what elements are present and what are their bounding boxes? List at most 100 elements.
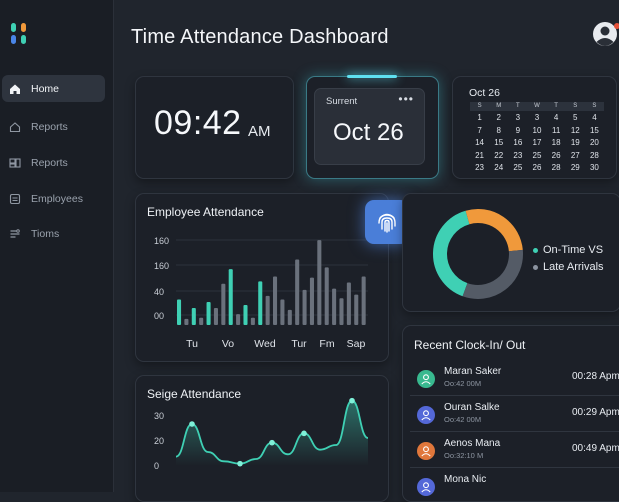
page-title: Time Attendance Dashboard bbox=[131, 26, 389, 48]
legend-label: On-Time VS bbox=[543, 244, 604, 256]
clock-row[interactable]: Ouran Salke Oo:42 00M 00:29 Apm bbox=[415, 402, 619, 428]
attendance-bar bbox=[324, 267, 329, 325]
calendar-day[interactable]: 7 bbox=[477, 125, 482, 135]
attendance-bar bbox=[258, 281, 263, 325]
sidebar-item-home[interactable]: Home bbox=[2, 75, 105, 102]
attendance-bar bbox=[243, 304, 248, 325]
person-avatar-icon bbox=[417, 442, 435, 460]
sidebar-item-label: Reports bbox=[31, 156, 68, 169]
calendar-day[interactable]: 22 bbox=[494, 150, 504, 160]
glow-accent bbox=[347, 75, 397, 78]
calendar-day[interactable]: 26 bbox=[551, 150, 561, 160]
sidebar-item-reports[interactable]: Reports bbox=[2, 113, 105, 140]
employee-attendance-title: Employee Attendance bbox=[147, 205, 264, 219]
clock-row[interactable]: Maran Saker Oo:42 00M 00:28 Apm bbox=[415, 366, 619, 392]
calendar-day[interactable]: 25 bbox=[513, 163, 523, 172]
calendar-day[interactable]: 15 bbox=[589, 125, 599, 135]
attendance-bar bbox=[295, 259, 300, 325]
calendar-day[interactable]: 4 bbox=[553, 113, 559, 122]
calendar-day[interactable]: 10 bbox=[532, 125, 542, 135]
y-tick-label: 0 bbox=[154, 461, 159, 471]
calendar-day[interactable]: 14 bbox=[475, 138, 485, 147]
calendar-day[interactable]: 20 bbox=[589, 138, 599, 147]
calendar-day[interactable]: 21 bbox=[475, 150, 485, 160]
calendar-day[interactable]: 30 bbox=[589, 163, 599, 172]
legend-dot bbox=[533, 264, 538, 270]
calendar-day[interactable]: 23 bbox=[475, 163, 485, 172]
calendar-day[interactable]: 15 bbox=[494, 138, 504, 147]
attendance-bar bbox=[287, 309, 292, 325]
area-fill bbox=[176, 400, 368, 466]
current-date-card: Surrent ••• Oct 26 bbox=[306, 75, 439, 179]
calendar-weekday: T bbox=[508, 102, 528, 111]
calendar-day[interactable]: 2 bbox=[496, 113, 501, 122]
calendar-day[interactable]: 12 bbox=[570, 125, 580, 135]
person-avatar-icon bbox=[417, 370, 435, 388]
sidebar-item-tioms[interactable]: Tioms bbox=[2, 220, 105, 247]
attendance-bar bbox=[191, 308, 196, 325]
area-point bbox=[269, 439, 275, 446]
employee-attendance-chart: 160 160 40 00 Tu Vo Wed Tur Fm Sap bbox=[154, 236, 368, 350]
calendar-weekday: T bbox=[546, 102, 566, 111]
area-point bbox=[189, 421, 195, 427]
sidebar-item-employees[interactable]: Employees bbox=[2, 185, 105, 212]
donut-slice bbox=[465, 209, 523, 252]
attendance-bar bbox=[184, 318, 189, 325]
more-icon[interactable]: ••• bbox=[398, 92, 414, 106]
calendar-day[interactable]: 29 bbox=[570, 163, 580, 172]
calendar-day[interactable]: 3 bbox=[515, 113, 521, 122]
donut-slice bbox=[433, 210, 470, 297]
home-outline-icon bbox=[8, 120, 22, 134]
seige-attendance-card: Seige Attendance 30 20 0 bbox=[135, 375, 389, 502]
seige-attendance-title: Seige Attendance bbox=[147, 387, 242, 401]
calendar-day[interactable]: 8 bbox=[496, 125, 501, 135]
calendar-day[interactable]: 18 bbox=[551, 138, 561, 147]
sidebar-item-label: Tioms bbox=[31, 227, 60, 240]
sidebar: Home Reports Reports Employees Tioms bbox=[0, 0, 114, 492]
calendar-day[interactable]: 17 bbox=[532, 138, 542, 147]
clock-row[interactable]: Mona Nic bbox=[415, 474, 619, 500]
calendar-day[interactable]: 19 bbox=[570, 138, 580, 147]
y-tick-label: 160 bbox=[154, 236, 169, 246]
app-logo-icon bbox=[11, 23, 26, 44]
area-point bbox=[349, 397, 355, 404]
x-tick-label: Tur bbox=[291, 338, 307, 350]
calendar-day[interactable]: 24 bbox=[494, 163, 504, 172]
fingerprint-button[interactable] bbox=[365, 200, 409, 244]
recent-clock-title: Recent Clock-In/ Out bbox=[414, 338, 526, 352]
report-icon bbox=[8, 156, 22, 170]
calendar-day[interactable]: 26 bbox=[532, 163, 542, 172]
current-date-panel: Surrent ••• Oct 26 bbox=[314, 88, 425, 165]
calendar-day[interactable]: 4 bbox=[592, 113, 597, 122]
current-date: Oct 26 bbox=[333, 119, 404, 146]
row-divider bbox=[410, 395, 619, 396]
sidebar-item-label: Reports bbox=[31, 120, 68, 133]
calendar-day[interactable]: 5 bbox=[573, 113, 578, 122]
y-tick-label: 160 bbox=[154, 261, 169, 271]
calendar-day[interactable]: 1 bbox=[477, 113, 482, 122]
attendance-bar bbox=[206, 301, 211, 325]
calendar-day[interactable]: 16 bbox=[513, 138, 523, 147]
calendar-day[interactable]: 23 bbox=[513, 150, 523, 160]
employees-icon bbox=[8, 192, 22, 206]
calendar-weekday: S bbox=[565, 102, 585, 111]
calendar-day[interactable]: 11 bbox=[551, 125, 561, 135]
clock-row[interactable]: Aenos Mana Oo:32:10 M 00:49 Apm bbox=[415, 438, 619, 464]
calendar-day[interactable]: 25 bbox=[532, 150, 542, 160]
sidebar-item-reports-2[interactable]: Reports bbox=[2, 149, 105, 176]
user-avatar[interactable] bbox=[591, 20, 619, 48]
calendar-day[interactable]: 28 bbox=[551, 163, 561, 172]
attendance-bar bbox=[302, 289, 307, 325]
clock-sub: Oo:32:10 M bbox=[444, 451, 484, 460]
x-tick-label: Fm bbox=[319, 338, 334, 350]
clock-sub: Oo:42 00M bbox=[444, 379, 482, 388]
calendar-day[interactable]: 9 bbox=[515, 125, 521, 135]
calendar-day[interactable]: 3 bbox=[534, 113, 540, 122]
recent-clock-card: Recent Clock-In/ Out bbox=[402, 325, 619, 502]
x-tick-label: Sap bbox=[347, 338, 366, 350]
calendar-day[interactable]: 27 bbox=[570, 150, 580, 160]
legend-label: Late Arrivals bbox=[543, 261, 604, 273]
calendar-day[interactable]: 28 bbox=[589, 150, 599, 160]
attendance-bar bbox=[273, 276, 278, 325]
employee-name: Ouran Salke bbox=[444, 402, 500, 413]
